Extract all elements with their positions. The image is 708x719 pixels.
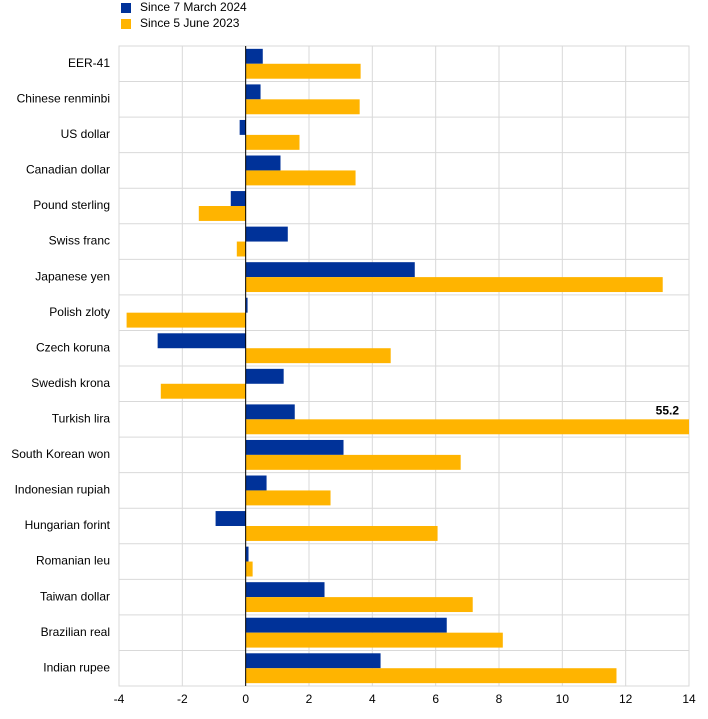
x-tick-label: 4 — [369, 692, 376, 706]
y-tick-label: Romanian leu — [36, 554, 110, 568]
y-tick-label: Pound sterling — [33, 198, 110, 212]
bar — [245, 48, 263, 64]
x-tick-label: 0 — [242, 692, 249, 706]
bar — [245, 475, 267, 491]
bar — [245, 439, 344, 455]
y-tick-label: US dollar — [61, 127, 110, 141]
y-tick-label: Chinese renminbi — [17, 92, 110, 106]
bar — [230, 191, 246, 206]
bar — [198, 206, 246, 221]
y-tick-label: Swiss franc — [49, 234, 110, 248]
y-tick-label: Swedish krona — [31, 376, 110, 390]
x-tick-label: 10 — [556, 692, 570, 706]
bar — [245, 561, 253, 577]
bars — [126, 48, 689, 684]
y-tick-label: Turkish lira — [52, 412, 111, 426]
bar — [245, 277, 663, 293]
x-tick-label: 2 — [306, 692, 313, 706]
bar — [245, 297, 248, 313]
legend-swatch — [121, 19, 131, 29]
legend-swatch — [121, 3, 131, 13]
bar — [126, 312, 246, 328]
legend-label: Since 5 June 2023 — [140, 16, 240, 30]
bar — [245, 63, 361, 79]
y-tick-label: Hungarian forint — [25, 518, 111, 532]
bar — [245, 419, 689, 435]
y-tick-label: Polish zloty — [49, 305, 110, 319]
x-tick-label: 14 — [682, 692, 696, 706]
bar — [245, 490, 331, 506]
bar — [245, 368, 284, 384]
y-tick-label: Indian rupee — [43, 660, 110, 674]
bar — [245, 632, 503, 648]
bar — [245, 84, 261, 100]
bar — [245, 170, 356, 186]
y-tick-label: South Korean won — [11, 447, 110, 461]
x-tick-label: -4 — [114, 692, 125, 706]
bar — [245, 526, 438, 541]
bar — [245, 653, 381, 669]
bar — [215, 511, 246, 526]
bar — [245, 546, 249, 562]
y-tick-label: EER-41 — [68, 56, 110, 70]
y-tick-label: Canadian dollar — [26, 163, 110, 177]
bar — [245, 668, 617, 684]
y-tick-label: Taiwan dollar — [40, 589, 110, 603]
y-tick-label: Brazilian real — [41, 625, 110, 639]
bar — [245, 262, 415, 278]
bar — [245, 617, 447, 633]
bar — [157, 333, 246, 349]
x-tick-label: -2 — [177, 692, 188, 706]
y-tick-label: Indonesian rupiah — [15, 483, 110, 497]
bar — [245, 226, 288, 242]
x-tick-label: 12 — [619, 692, 633, 706]
bar — [245, 454, 461, 470]
bar — [245, 404, 295, 420]
bar — [245, 155, 281, 171]
bar — [245, 134, 300, 150]
bar — [245, 597, 473, 613]
x-tick-label: 8 — [496, 692, 503, 706]
bar — [236, 241, 246, 257]
bar — [245, 99, 360, 115]
y-tick-label: Japanese yen — [35, 269, 110, 283]
bar — [239, 119, 246, 135]
bar — [245, 582, 325, 598]
bar — [245, 348, 391, 364]
y-tick-label: Czech koruna — [36, 340, 110, 354]
data-label: 55.2 — [656, 404, 680, 418]
x-tick-label: 6 — [432, 692, 439, 706]
legend-label: Since 7 March 2024 — [140, 0, 247, 14]
bar — [160, 383, 246, 399]
